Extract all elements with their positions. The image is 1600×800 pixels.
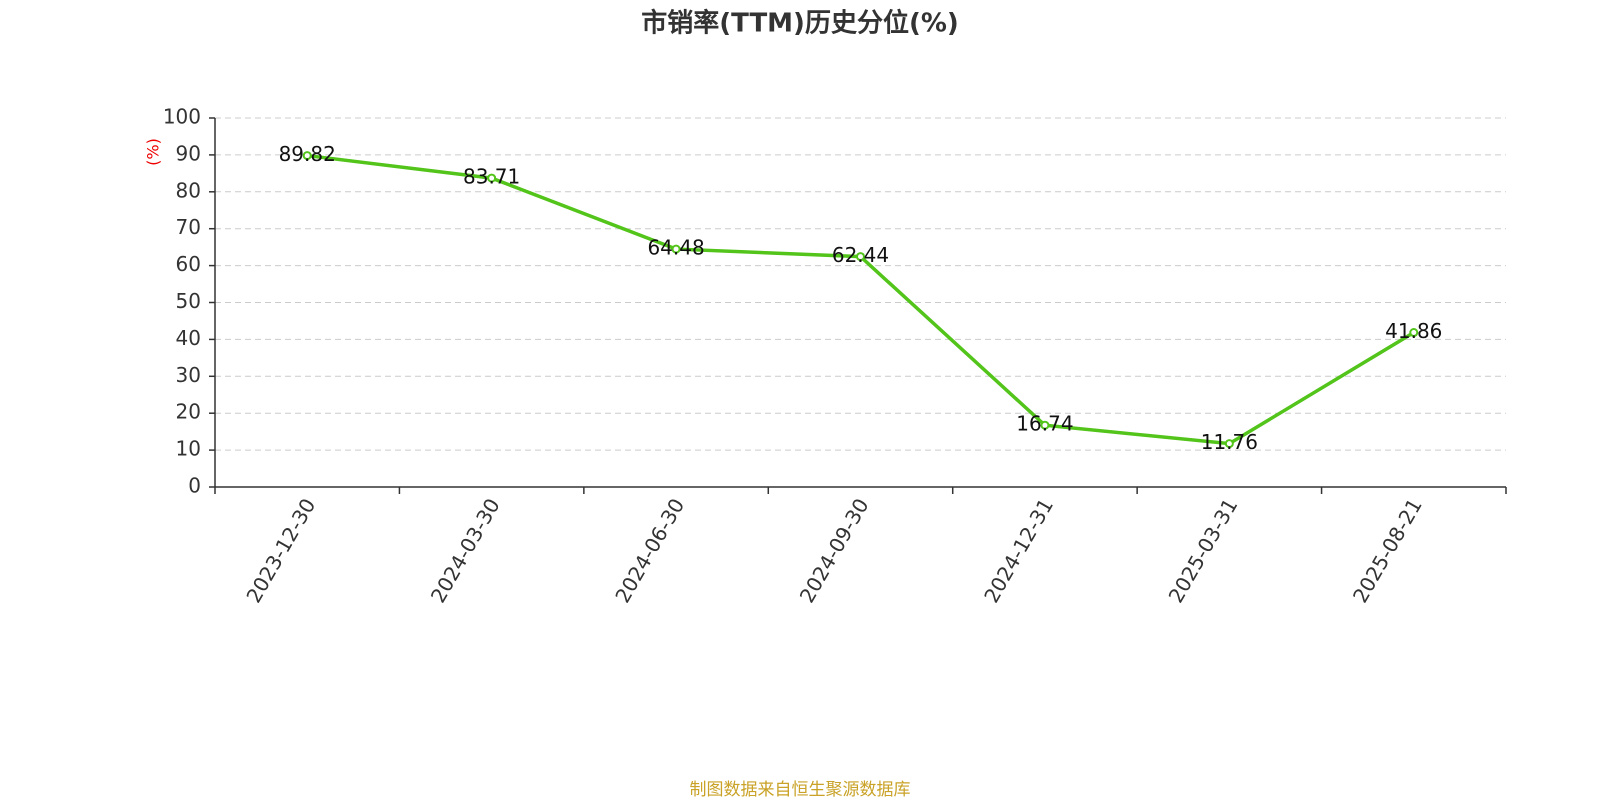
x-tick-label: 2023-12-30 [241,494,320,607]
y-tick-label: 50 [176,289,201,313]
data-label: 83.71 [463,165,520,189]
x-tick-label: 2025-03-31 [1164,494,1243,607]
data-label: 89.82 [279,142,336,166]
y-tick-label: 40 [176,326,201,350]
point [302,151,312,161]
y-tick-label: 60 [176,252,201,276]
y-tick-label: 0 [188,474,201,498]
line [307,153,1415,446]
data-label: 41.86 [1385,319,1442,343]
y-tick-label: 30 [176,363,201,387]
source-note: 制图数据来自恒生聚源数据库 [690,780,911,800]
y-tick-label: 80 [176,178,201,202]
x-tick-label: 2024-06-30 [610,494,689,607]
y-tick-label: 90 [176,141,201,165]
point [856,252,865,262]
x-tick-label: 2024-09-30 [795,494,874,607]
point [1224,439,1234,449]
y-tick-label: 20 [176,400,201,424]
x-tick-label: 2024-12-31 [979,494,1058,607]
point [671,244,681,254]
data-label: 62.44 [832,243,889,267]
y-tick-label: 70 [176,215,201,239]
point [487,173,497,183]
data-label: 16.74 [1016,412,1073,436]
y-tick-label: 100 [163,105,201,129]
y-tick-label: 10 [176,437,201,461]
data-label: 11.76 [1201,430,1258,454]
data-label: 64.48 [647,236,704,260]
x-tick-label: 2024-03-30 [426,494,505,607]
x-tick-label: 2025-08-21 [1348,494,1427,607]
y-axis-label: (%) [144,138,163,166]
point [1409,328,1419,338]
chart-title: 市销率(TTM)历史分位(%) [641,8,959,39]
point [1040,420,1050,430]
